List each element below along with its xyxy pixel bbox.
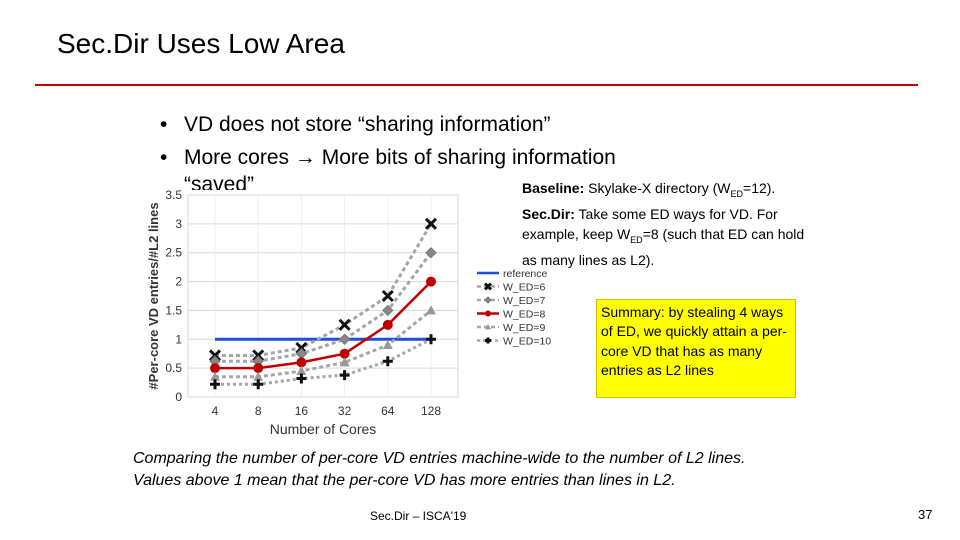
slide-footer: Sec.Dir – ISCA'19	[370, 509, 467, 523]
data-point	[339, 348, 350, 359]
y-tick-label: 2	[175, 275, 182, 289]
data-point	[382, 356, 393, 367]
bullet-item: VD does not store “sharing information”	[160, 108, 616, 141]
line-chart: 0 0.5 1 1.5 2 2.5 3 3.5 4 8 16 32 64 128 Number of Cor…	[146, 188, 551, 437]
x-tick-label: 8	[255, 404, 262, 418]
data-point	[208, 349, 222, 362]
series-line	[215, 337, 432, 386]
series-line	[215, 280, 432, 370]
secdir-subscript: ED	[630, 234, 643, 245]
title-divider	[35, 84, 918, 86]
data-point	[382, 340, 393, 350]
x-tick-label: 128	[421, 404, 441, 418]
caption-line: Comparing the number of per-core VD entr…	[133, 450, 746, 467]
data-point	[381, 289, 394, 303]
data-point	[210, 371, 220, 381]
slide-title: Sec.Dir Uses Low Area	[57, 28, 345, 59]
series-line	[215, 309, 432, 379]
y-axis-label: #Per-core VD entries/#L2 lines	[146, 202, 161, 389]
bullet-item: More cores → More bits of sharing inform…	[160, 141, 616, 174]
summary-box: Summary: by stealing 4 ways of ED, we qu…	[596, 299, 796, 398]
secdir-label: Sec.Dir:	[522, 205, 575, 222]
x-tick-label: 64	[381, 404, 395, 418]
baseline-subscript: ED	[730, 188, 744, 199]
data-point	[252, 349, 265, 362]
data-point	[382, 304, 394, 317]
data-point	[295, 341, 308, 355]
data-point	[253, 371, 264, 381]
x-axis-label: Number of Cores	[270, 421, 377, 437]
baseline-text-end: =12).	[743, 180, 776, 196]
baseline-note: Baseline: Skylake-X directory (WED=12). …	[522, 178, 822, 270]
bullet-continuation: “saved”	[184, 173, 255, 190]
legend-label: W_ED=10	[503, 336, 551, 348]
y-tick-label: 0.5	[165, 361, 182, 375]
data-point	[339, 357, 350, 367]
data-point	[253, 363, 264, 374]
data-point	[296, 357, 307, 368]
caption-line: Values above 1 mean that the per-core VD…	[133, 471, 676, 489]
data-point	[485, 337, 491, 344]
baseline-text: Skylake-X directory (W	[584, 180, 731, 196]
x-tick-label: 4	[212, 404, 219, 418]
series-line	[215, 251, 433, 363]
data-point	[296, 366, 307, 376]
data-point	[484, 296, 492, 304]
page-number: 37	[918, 507, 933, 522]
data-point	[338, 333, 351, 345]
data-point	[210, 363, 220, 374]
data-point	[253, 379, 264, 390]
legend-label: W_ED=7	[503, 295, 545, 307]
y-tick-label: 3	[175, 217, 182, 231]
x-tick-label: 16	[295, 404, 309, 418]
data-point	[210, 379, 220, 390]
secdir-text: Take some ED ways for VD. For example, k…	[522, 205, 778, 242]
secdir-text-end: =8 (such that ED can hold as many lines …	[522, 225, 805, 268]
legend-label: reference	[503, 268, 548, 280]
legend-label: W_ED=8	[503, 309, 545, 321]
data-point	[426, 334, 436, 345]
data-point	[339, 370, 350, 381]
x-tick-label: 32	[338, 404, 352, 418]
data-point	[338, 318, 351, 331]
y-tick-label: 2.5	[165, 246, 182, 260]
bullet-list: VD does not store “sharing information” …	[160, 108, 616, 190]
y-tick-label: 0	[175, 390, 182, 404]
figure-caption: Comparing the number of per-core VD entr…	[133, 448, 745, 491]
legend-label: W_ED=6	[503, 282, 545, 294]
legend-label: W_ED=9	[503, 322, 545, 334]
data-point	[426, 305, 436, 315]
data-point	[296, 373, 307, 384]
y-tick-label: 3.5	[165, 188, 182, 202]
data-point	[382, 319, 393, 330]
series-line	[215, 223, 433, 357]
baseline-label: Baseline:	[522, 180, 585, 196]
y-tick-label: 1.5	[165, 303, 182, 317]
data-point	[426, 276, 436, 287]
data-point	[424, 217, 438, 230]
data-point	[485, 324, 491, 330]
data-point	[425, 247, 437, 259]
data-point	[483, 282, 493, 291]
y-tick-label: 1	[175, 332, 182, 346]
data-point	[485, 310, 491, 317]
